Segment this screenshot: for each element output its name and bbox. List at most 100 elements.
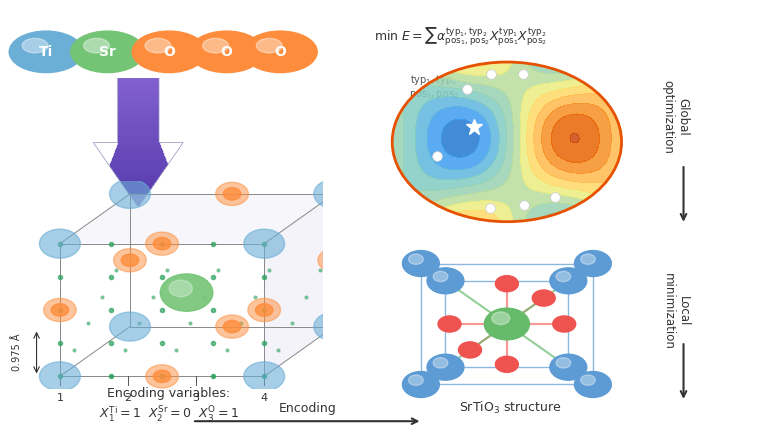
Polygon shape <box>60 194 334 244</box>
Polygon shape <box>118 127 159 130</box>
Text: O: O <box>220 45 233 59</box>
Polygon shape <box>105 176 171 179</box>
Circle shape <box>169 280 193 297</box>
Point <box>501 135 513 142</box>
Circle shape <box>39 362 81 391</box>
Text: SrTiO$_3$ structure: SrTiO$_3$ structure <box>459 400 562 416</box>
Text: Encoding variables:: Encoding variables: <box>108 387 230 400</box>
Polygon shape <box>109 166 167 168</box>
Text: Encoding: Encoding <box>278 402 336 415</box>
Circle shape <box>433 358 448 368</box>
Text: min $E = \sum \alpha^{\mathrm{typ}_1,\mathrm{typ}_2}_{\mathrm{pos}_1,\mathrm{pos: min $E = \sum \alpha^{\mathrm{typ}_1,\ma… <box>374 26 548 48</box>
Circle shape <box>39 229 81 258</box>
Text: $\mathrm{typ}_1,\mathrm{typ}_2$
$\mathrm{pos}_1,\mathrm{pos}_2$: $\mathrm{typ}_1,\mathrm{typ}_2$ $\mathrm… <box>409 73 458 101</box>
Circle shape <box>114 249 146 272</box>
Circle shape <box>190 31 263 73</box>
Circle shape <box>458 342 482 358</box>
Polygon shape <box>101 187 175 189</box>
Circle shape <box>402 251 439 276</box>
Circle shape <box>427 354 464 380</box>
Circle shape <box>154 370 170 383</box>
Polygon shape <box>118 130 159 132</box>
Circle shape <box>556 358 571 368</box>
Circle shape <box>132 31 206 73</box>
Text: 0.975 Å: 0.975 Å <box>12 334 22 372</box>
Circle shape <box>216 182 248 206</box>
Polygon shape <box>118 83 159 86</box>
Circle shape <box>402 372 439 397</box>
Circle shape <box>51 304 68 316</box>
Polygon shape <box>111 158 165 161</box>
Polygon shape <box>118 78 159 80</box>
Circle shape <box>314 179 355 208</box>
Circle shape <box>553 316 576 332</box>
Point <box>501 135 513 142</box>
Circle shape <box>326 254 343 267</box>
Circle shape <box>248 299 280 321</box>
Polygon shape <box>104 179 173 181</box>
Circle shape <box>146 365 178 388</box>
Polygon shape <box>115 148 161 150</box>
Circle shape <box>485 308 529 340</box>
Circle shape <box>495 276 518 292</box>
Point <box>501 135 513 142</box>
Circle shape <box>433 271 448 282</box>
Polygon shape <box>114 153 163 156</box>
Circle shape <box>223 321 241 333</box>
Circle shape <box>243 229 285 258</box>
Circle shape <box>495 356 518 372</box>
Circle shape <box>256 304 273 316</box>
Circle shape <box>243 31 317 73</box>
Text: 1: 1 <box>56 393 64 403</box>
Polygon shape <box>118 91 159 93</box>
Circle shape <box>161 274 213 311</box>
Polygon shape <box>118 109 159 111</box>
Polygon shape <box>118 114 159 117</box>
Circle shape <box>216 315 248 338</box>
Text: $X_1^{\mathrm{Ti}} = 1$  $X_2^{\mathrm{Sr}} = 0$  $X_3^{\mathrm{O}} = 1$: $X_1^{\mathrm{Ti}} = 1$ $X_2^{\mathrm{Sr… <box>99 405 239 424</box>
Polygon shape <box>96 200 180 202</box>
Polygon shape <box>118 98 159 101</box>
Polygon shape <box>118 119 159 122</box>
Polygon shape <box>118 137 159 140</box>
Text: 3: 3 <box>193 393 200 403</box>
Circle shape <box>154 238 170 250</box>
Polygon shape <box>118 132 159 135</box>
Text: Sr: Sr <box>99 45 116 59</box>
Point <box>501 135 513 142</box>
Circle shape <box>257 38 282 53</box>
Polygon shape <box>117 145 160 148</box>
Polygon shape <box>118 143 159 145</box>
Circle shape <box>146 232 178 255</box>
Circle shape <box>110 179 151 208</box>
Polygon shape <box>98 197 179 200</box>
Point <box>501 135 513 142</box>
Circle shape <box>438 316 461 332</box>
Circle shape <box>243 362 285 391</box>
Polygon shape <box>118 88 159 91</box>
Polygon shape <box>95 202 181 205</box>
Polygon shape <box>102 184 174 187</box>
Polygon shape <box>118 96 159 98</box>
Polygon shape <box>118 106 159 109</box>
Polygon shape <box>118 86 159 88</box>
Circle shape <box>492 312 510 324</box>
Circle shape <box>223 187 241 200</box>
Circle shape <box>556 271 571 282</box>
Circle shape <box>22 38 48 53</box>
Circle shape <box>121 254 139 267</box>
Circle shape <box>409 375 423 385</box>
Polygon shape <box>110 163 167 166</box>
Polygon shape <box>106 174 170 176</box>
Text: 4: 4 <box>260 393 268 403</box>
Polygon shape <box>111 161 166 163</box>
Polygon shape <box>107 171 170 174</box>
Polygon shape <box>108 168 169 171</box>
Polygon shape <box>118 117 159 119</box>
Circle shape <box>110 312 151 341</box>
Circle shape <box>44 299 76 321</box>
Polygon shape <box>98 194 178 197</box>
Polygon shape <box>118 104 159 106</box>
Circle shape <box>581 254 595 264</box>
Point <box>501 135 513 142</box>
